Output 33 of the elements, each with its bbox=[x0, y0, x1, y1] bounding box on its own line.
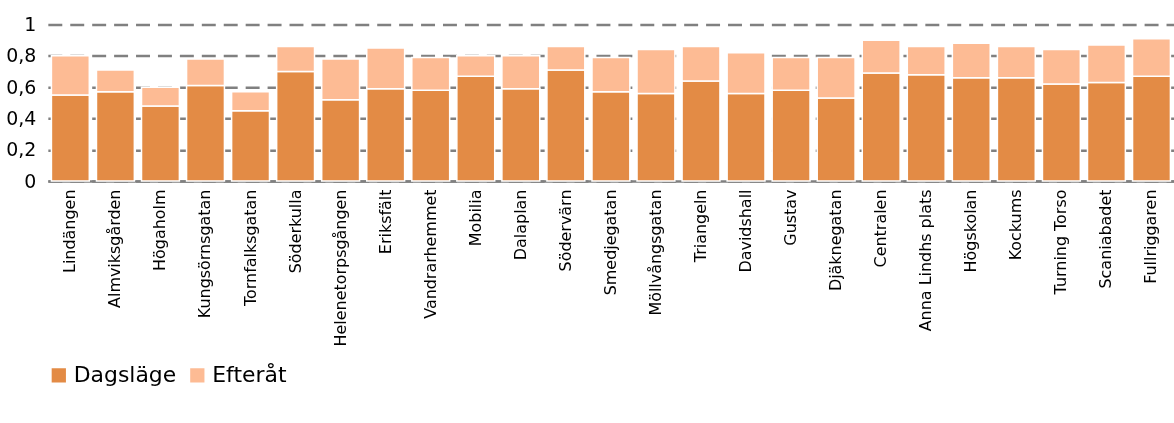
x-tick-label: Högskolan bbox=[961, 189, 981, 273]
x-tick-label: Anna Lindhs plats bbox=[916, 189, 936, 332]
x-tick-label: Möllvångsgatan bbox=[645, 189, 665, 316]
y-tick-label: 0,4 bbox=[6, 106, 37, 129]
x-tick-label: Gustav bbox=[781, 189, 801, 246]
x-tick-label: Smedjegatan bbox=[600, 189, 620, 296]
x-tick-label: Fullriggaren bbox=[1141, 189, 1161, 284]
x-tick-label: Davidshall bbox=[736, 189, 756, 273]
y-tick-label: 0,8 bbox=[6, 44, 37, 67]
x-tick-label: Kungsörnsgatan bbox=[195, 189, 215, 319]
x-tick-label: Kockums bbox=[1006, 189, 1026, 261]
y-tick-label: 0,2 bbox=[6, 138, 37, 161]
x-tick-label: Vandrarhemmet bbox=[420, 189, 440, 319]
x-tick-label: Söderkulla bbox=[285, 189, 305, 274]
x-tick-label: Eriksfält bbox=[375, 189, 395, 255]
y-tick-label: 0 bbox=[24, 169, 37, 192]
y-tick-label: 1 bbox=[24, 13, 37, 36]
x-tick-label: Södervärn bbox=[555, 189, 575, 272]
x-tick-label: Djäknegatan bbox=[826, 189, 846, 292]
x-tick-label: Mobilia bbox=[465, 189, 485, 247]
x-tick-label: Dalaplan bbox=[510, 189, 530, 261]
x-tick-label: Högaholm bbox=[150, 189, 170, 271]
x-tick-label: Tornfalksgatan bbox=[240, 189, 260, 308]
x-tick-label: Helenetorpsgången bbox=[330, 189, 350, 347]
x-tick-label: Triangeln bbox=[690, 189, 710, 264]
y-tick-label: 0,6 bbox=[6, 75, 37, 98]
x-tick-label: Lindängen bbox=[60, 189, 80, 273]
x-tick-label: Almviksgården bbox=[105, 189, 125, 308]
x-tick-label: Scaniabadet bbox=[1096, 189, 1116, 289]
x-tick-label: Centralen bbox=[871, 189, 891, 268]
x-tick-label: Turning Torso bbox=[1051, 189, 1071, 296]
legend-label: Dagsläge bbox=[73, 362, 177, 388]
legend-label: Efteråt bbox=[212, 362, 287, 388]
